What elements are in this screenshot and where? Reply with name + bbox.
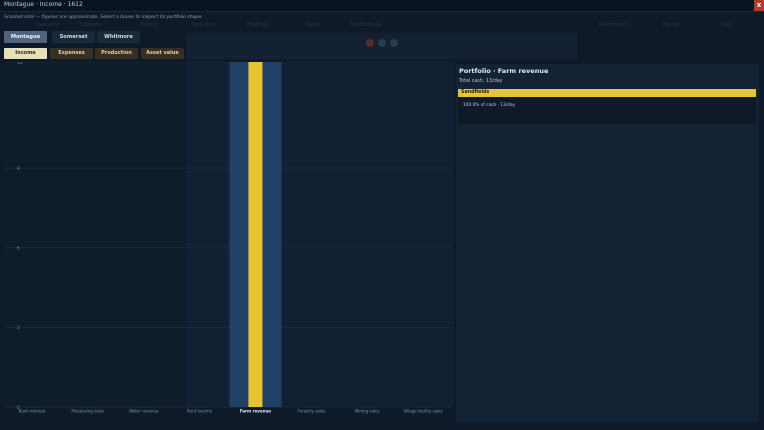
bar (192, 406, 207, 407)
dim-circle-icon (366, 39, 374, 47)
bar (80, 406, 95, 407)
bar (304, 406, 319, 407)
bg-nav-item: Market (663, 22, 681, 28)
portfolio-item-name: Sandfields (461, 90, 490, 95)
bg-nav-item: Calendar (80, 22, 103, 28)
bar (248, 62, 263, 407)
window-title: Montague · Income · 1612 (4, 1, 83, 8)
x-tick-label: Rent income (187, 409, 213, 414)
x-tick-label: Forestry sales (297, 409, 325, 414)
y-tick-label: 3 (17, 325, 20, 330)
bg-nav-item: Tech tree (192, 22, 215, 28)
x-tick-label: Water revenue (129, 409, 159, 414)
title-bar: Montague · Income · 1612 x (0, 0, 764, 12)
house-button-somerset[interactable]: Somerset (52, 31, 95, 43)
portfolio-item-sandfields[interactable]: Sandfields (458, 89, 756, 97)
bg-nav-item: Notifications (350, 22, 382, 28)
bar (24, 406, 39, 407)
portfolio-panel: Portfolio · Farm revenue Total cash: 13/… (456, 64, 759, 422)
view-tab-production[interactable]: Production (95, 48, 138, 59)
bg-nav-item: Holdings (247, 22, 269, 28)
house-button-montague[interactable]: Montague (4, 31, 47, 43)
x-tick-label: Farm revenue (240, 409, 271, 414)
bar (136, 406, 151, 407)
bg-nav-item: Rivals (305, 22, 320, 28)
x-tick-label: Bank interest (19, 409, 46, 414)
close-button[interactable]: x (754, 0, 764, 11)
dim-circle-icon (378, 39, 386, 47)
portfolio-item-detail: 100.0% of cash · 13/day (463, 103, 516, 108)
chart-plot: 0 3 6 9 13 Bank interest Processing sales Water… (4, 62, 451, 414)
portfolio-title: Portfolio · Farm revenue (459, 67, 549, 75)
bg-nav-item: Trading (140, 22, 159, 28)
view-tab-income[interactable]: Income (4, 48, 47, 59)
y-tick-label: 9 (17, 166, 20, 171)
bg-nav-item: Commission (599, 22, 630, 28)
portfolio-list: Sandfields 100.0% of cash · 13/day (458, 89, 756, 124)
view-tab-expenses[interactable]: Expenses (50, 48, 93, 59)
bg-nav-item: Overview (35, 22, 59, 28)
intel-notice: Scouted intel — figures are approximate.… (4, 15, 203, 20)
bar (416, 406, 431, 407)
bg-nav-item: Cash (720, 22, 733, 28)
x-tick-label: Processing sales (71, 409, 104, 414)
bar (360, 406, 375, 407)
income-chart: 0 3 6 9 13 Bank interest Processing sales Water… (4, 62, 454, 414)
y-tick-label: 13 (17, 62, 23, 65)
x-tick-label: Village facility sales (403, 409, 443, 414)
dim-circle-icon (390, 39, 398, 47)
house-button-whitmore[interactable]: Whitmore (97, 31, 140, 43)
view-tab-asset-value[interactable]: Asset value (141, 48, 184, 59)
y-tick-label: 6 (17, 246, 20, 251)
background-nav: Overview Calendar Trading Tech tree Hold… (0, 22, 764, 32)
y-tick-label: 0 (17, 405, 20, 410)
portfolio-total: Total cash: 13/day (459, 79, 503, 84)
x-tick-label: Mining sales (355, 409, 380, 414)
